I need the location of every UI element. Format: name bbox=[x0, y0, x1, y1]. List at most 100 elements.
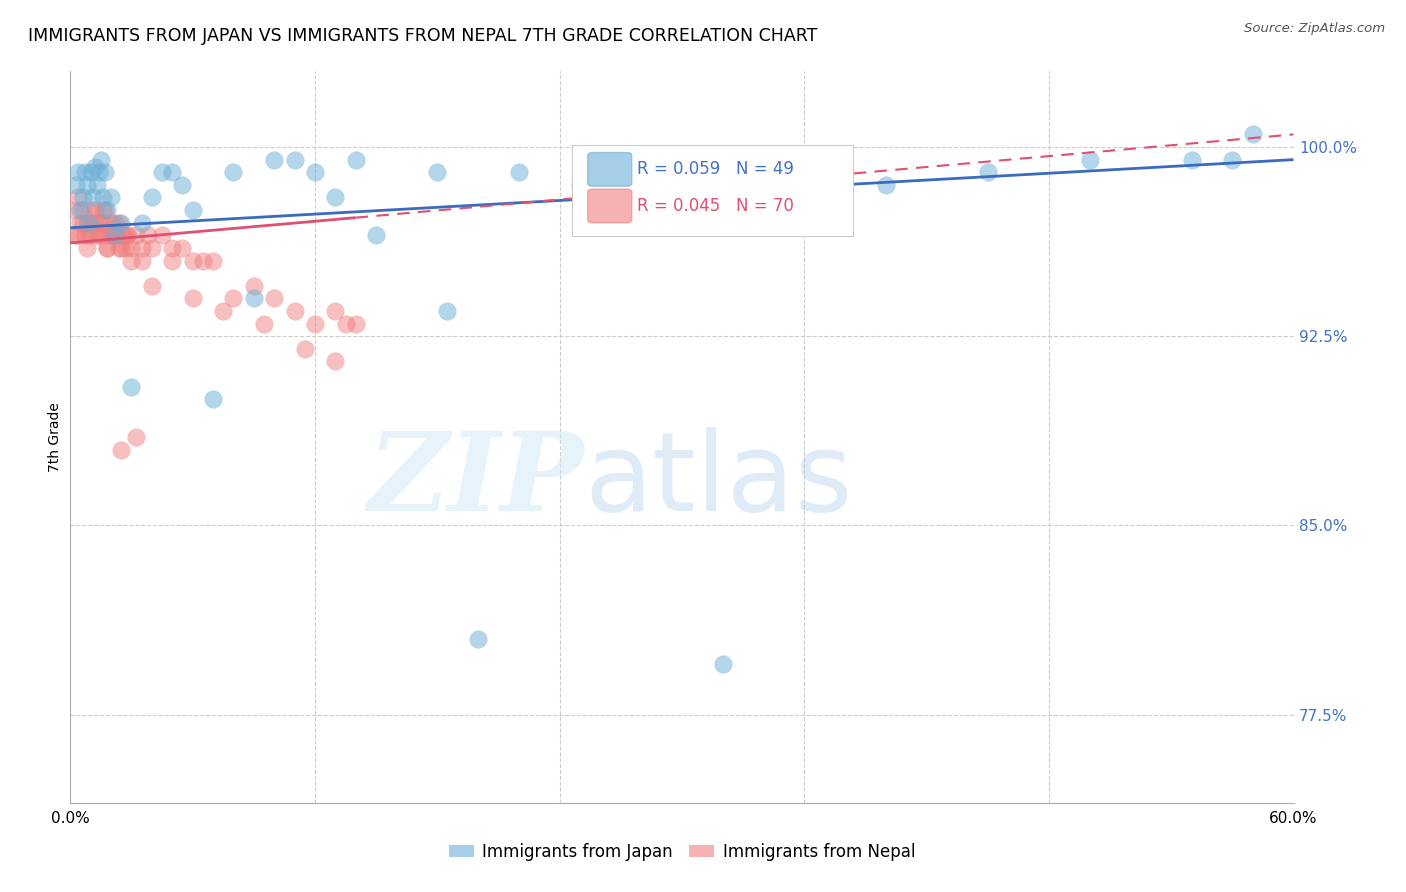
Point bbox=[323, 354, 347, 368]
Point bbox=[94, 165, 117, 179]
Point bbox=[83, 203, 105, 218]
Point bbox=[366, 228, 388, 243]
Point bbox=[100, 190, 122, 204]
Point bbox=[773, 165, 796, 179]
Point bbox=[87, 165, 110, 179]
Point bbox=[90, 153, 112, 167]
Point bbox=[284, 153, 307, 167]
Point bbox=[426, 165, 449, 179]
Point bbox=[212, 304, 235, 318]
Point bbox=[112, 228, 135, 243]
Point bbox=[263, 153, 285, 167]
Point bbox=[91, 203, 114, 218]
Point bbox=[96, 241, 118, 255]
Point bbox=[467, 632, 489, 646]
Point bbox=[162, 241, 183, 255]
Y-axis label: 7th Grade: 7th Grade bbox=[48, 402, 62, 472]
Point bbox=[222, 165, 245, 179]
Point bbox=[150, 165, 173, 179]
Point bbox=[86, 178, 108, 192]
Point bbox=[711, 657, 734, 671]
Point bbox=[76, 241, 98, 255]
Point bbox=[162, 253, 183, 268]
Point bbox=[94, 203, 117, 218]
Point bbox=[117, 228, 139, 243]
Point bbox=[136, 228, 159, 243]
Point bbox=[976, 165, 998, 179]
Point bbox=[114, 241, 136, 255]
FancyBboxPatch shape bbox=[572, 145, 853, 235]
Point bbox=[65, 178, 87, 192]
Point bbox=[72, 216, 94, 230]
Point bbox=[96, 203, 118, 218]
Point bbox=[79, 203, 103, 218]
Point bbox=[162, 165, 183, 179]
Point bbox=[72, 190, 94, 204]
Point bbox=[1241, 128, 1264, 142]
Point bbox=[63, 203, 86, 218]
Point bbox=[82, 216, 104, 230]
Text: R = 0.045   N = 70: R = 0.045 N = 70 bbox=[637, 197, 793, 215]
Point bbox=[79, 228, 103, 243]
Point bbox=[344, 153, 367, 167]
Point bbox=[72, 203, 94, 218]
Point bbox=[124, 228, 146, 243]
FancyBboxPatch shape bbox=[588, 153, 631, 186]
Point bbox=[100, 216, 122, 230]
Point bbox=[222, 291, 245, 305]
Point bbox=[131, 253, 153, 268]
Point bbox=[243, 291, 266, 305]
Point bbox=[323, 190, 347, 204]
Point bbox=[86, 228, 108, 243]
Point bbox=[96, 241, 118, 255]
Point bbox=[104, 228, 127, 243]
Point bbox=[568, 178, 592, 192]
Point bbox=[110, 216, 132, 230]
Point bbox=[202, 392, 225, 407]
Point bbox=[104, 216, 127, 230]
Point bbox=[304, 317, 326, 331]
Point bbox=[335, 317, 357, 331]
Point bbox=[100, 228, 122, 243]
Point bbox=[875, 178, 897, 192]
Point bbox=[67, 190, 90, 204]
Point bbox=[172, 241, 194, 255]
Point bbox=[671, 203, 693, 218]
Point bbox=[131, 216, 153, 230]
Point bbox=[110, 442, 132, 457]
Point bbox=[79, 165, 103, 179]
Point bbox=[284, 304, 307, 318]
Point bbox=[191, 253, 214, 268]
Point bbox=[124, 430, 146, 444]
Point bbox=[121, 379, 143, 393]
Point bbox=[67, 228, 90, 243]
Point bbox=[112, 228, 135, 243]
Point bbox=[108, 241, 131, 255]
Point bbox=[436, 304, 458, 318]
Point bbox=[150, 228, 173, 243]
Point bbox=[131, 241, 153, 255]
Point bbox=[141, 190, 163, 204]
Point bbox=[69, 216, 91, 230]
Point bbox=[1181, 153, 1204, 167]
Point bbox=[73, 165, 96, 179]
Point bbox=[76, 216, 98, 230]
FancyBboxPatch shape bbox=[588, 189, 631, 223]
Point bbox=[69, 203, 91, 218]
Point bbox=[101, 228, 124, 243]
Text: ZIP: ZIP bbox=[367, 427, 583, 534]
Text: Source: ZipAtlas.com: Source: ZipAtlas.com bbox=[1244, 22, 1385, 36]
Point bbox=[202, 253, 225, 268]
Point bbox=[121, 241, 143, 255]
Point bbox=[77, 216, 100, 230]
Point bbox=[83, 216, 105, 230]
Point bbox=[105, 228, 128, 243]
Legend: Immigrants from Japan, Immigrants from Nepal: Immigrants from Japan, Immigrants from N… bbox=[441, 837, 922, 868]
Point bbox=[77, 228, 100, 243]
Point bbox=[73, 228, 96, 243]
Point bbox=[172, 178, 194, 192]
Point bbox=[121, 253, 143, 268]
Point bbox=[87, 216, 110, 230]
Point bbox=[141, 278, 163, 293]
Point bbox=[98, 228, 121, 243]
